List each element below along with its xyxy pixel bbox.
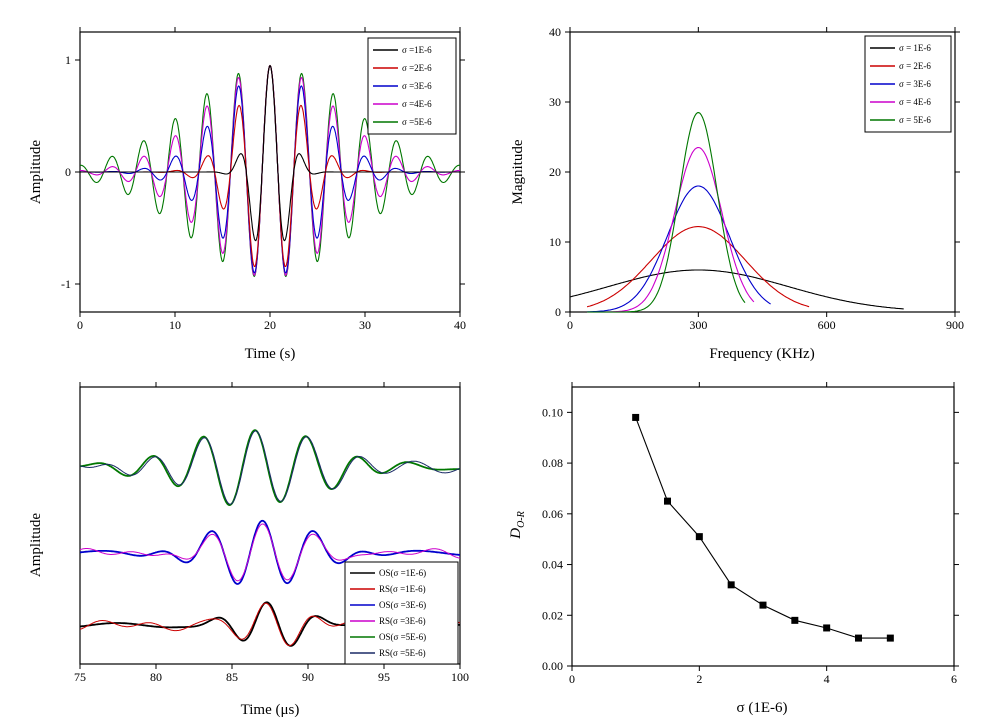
x-tick-label: 2 <box>696 672 702 686</box>
panel-distance: 0 2 4 6 0.00 0.02 0.04 0.06 0.08 0.10 σ (1E-6) DO… <box>508 382 959 716</box>
panel-spectrum-ylabel: Magnitude <box>510 139 526 204</box>
panel-distance-xlabel: σ (1E-6) <box>737 700 788 716</box>
x-tick-label: 75 <box>74 670 86 684</box>
panel-wave-time-series <box>79 64 461 278</box>
panel-waveform-compare-legend: OS(σ =1E-6) RS(σ =1E-6) OS(σ =3E-6) RS(σ =3… <box>344 561 459 665</box>
panel-wave-time-ylabel: Amplitude <box>28 140 44 205</box>
legend-label: σ =5E-6 <box>402 117 432 127</box>
legend-label: σ =3E-6 <box>402 81 432 91</box>
panel-spectrum-xlabel: Frequency (KHz) <box>709 346 814 362</box>
y-tick-label: 20 <box>549 165 561 179</box>
legend-label: σ = 5E-6 <box>899 115 931 125</box>
legend-label: σ =4E-6 <box>402 99 432 109</box>
panel-waveform-compare-xlabel: Time (μs) <box>241 702 300 718</box>
series-line <box>587 185 771 313</box>
legend-label: σ = 4E-6 <box>899 97 931 107</box>
legend-label: RS(σ =5E-6) <box>379 648 426 658</box>
y-tick-label: 10 <box>549 235 561 249</box>
data-point <box>664 497 671 505</box>
panel-wave-time-ticks: 0 10 20 30 40 -1 0 1 <box>61 27 466 332</box>
panel-spectrum: 0 300 600 900 0 10 20 30 40 Frequency (KHz) Magn… <box>510 25 964 362</box>
data-point <box>886 634 894 642</box>
x-tick-label: 100 <box>451 670 469 684</box>
data-point <box>695 533 703 541</box>
y-tick-label: 0 <box>555 305 561 319</box>
legend-label: σ =1E-6 <box>402 45 432 55</box>
panel-waveform-compare-series <box>79 429 461 647</box>
panel-distance-frame <box>571 386 955 667</box>
panel-wave-time-xlabel: Time (s) <box>245 346 296 362</box>
y-tick-label: 30 <box>549 95 561 109</box>
legend-label: σ =2E-6 <box>402 63 432 73</box>
legend-label: OS(σ =1E-6) <box>379 568 426 578</box>
y-tick-label: 0 <box>65 165 71 179</box>
x-tick-label: 20 <box>264 318 276 332</box>
legend-label: σ = 3E-6 <box>899 79 931 89</box>
x-tick-label: 0 <box>567 318 573 332</box>
y-tick-label: 0.10 <box>542 405 563 419</box>
data-point <box>823 624 831 632</box>
legend-label: OS(σ =3E-6) <box>379 600 426 610</box>
legend-box <box>344 561 459 665</box>
data-point <box>855 634 862 642</box>
y-tick-label: 0.00 <box>542 659 563 673</box>
x-tick-label: 40 <box>454 318 466 332</box>
legend-label: RS(σ =3E-6) <box>379 616 426 626</box>
x-tick-label: 85 <box>226 670 238 684</box>
series-line <box>587 146 755 313</box>
data-point <box>727 581 735 589</box>
legend-label: RS(σ =1E-6) <box>379 584 426 594</box>
series-line <box>587 112 746 313</box>
legend-label: OS(σ =5E-6) <box>379 632 426 642</box>
panel-distance-ticks: 0 2 4 6 0.00 0.02 0.04 0.06 0.08 0.10 <box>542 382 959 686</box>
x-tick-label: 95 <box>378 670 390 684</box>
x-tick-label: 0 <box>77 318 83 332</box>
y-tick-label: 0.02 <box>542 608 563 622</box>
series-line <box>80 429 460 507</box>
series-line <box>80 64 460 242</box>
y-tick-label: -1 <box>61 277 71 291</box>
y-tick-label: 1 <box>65 53 71 67</box>
legend-label: σ = 1E-6 <box>899 43 931 53</box>
data-point <box>791 616 799 624</box>
series-line <box>79 430 461 505</box>
x-tick-label: 300 <box>689 318 707 332</box>
panel-waveform-compare-ylabel: Amplitude <box>28 513 44 578</box>
legend-label: σ = 2E-6 <box>899 61 931 71</box>
y-tick-label: 0.04 <box>542 558 563 572</box>
panel-distance-ylabel-main: D <box>508 528 524 540</box>
x-tick-label: 80 <box>150 670 162 684</box>
data-point <box>632 413 640 421</box>
y-tick-label: 0.06 <box>542 507 563 521</box>
panel-waveform-compare-frame <box>79 386 461 665</box>
panel-spectrum-series <box>569 112 904 313</box>
x-tick-label: 900 <box>946 318 964 332</box>
panel-spectrum-legend: σ = 1E-6 σ = 2E-6 σ = 3E-6 σ = 4E-6 σ = 5E-6 <box>864 35 952 133</box>
panel-spectrum-ticks: 0 300 600 900 0 10 20 30 40 <box>549 25 964 332</box>
x-tick-label: 90 <box>302 670 314 684</box>
panel-distance-ylabel: DO-R <box>508 511 527 540</box>
panel-wave-time: 0 10 20 30 40 -1 0 1 Time (s) Amplitude σ =1E-6… <box>28 27 466 362</box>
x-tick-label: 6 <box>951 672 957 686</box>
x-tick-label: 30 <box>359 318 371 332</box>
panel-distance-series <box>632 413 894 642</box>
y-tick-label: 40 <box>549 25 561 39</box>
data-point <box>759 601 767 609</box>
x-tick-label: 0 <box>569 672 575 686</box>
panel-wave-time-legend: σ =1E-6 σ =2E-6 σ =3E-6 σ =4E-6 σ =5E-6 <box>367 37 457 135</box>
x-tick-label: 600 <box>818 318 836 332</box>
x-tick-label: 4 <box>824 672 830 686</box>
panel-distance-ylabel-sub: O-R <box>516 511 527 528</box>
y-tick-label: 0.08 <box>542 456 563 470</box>
series-line <box>79 523 461 582</box>
panel-waveform-compare: 75 80 85 90 95 100 Time (μs) Amplitude OS(σ =… <box>28 382 469 718</box>
panel-waveform-compare-ticks: 75 80 85 90 95 100 <box>74 382 469 684</box>
x-tick-label: 10 <box>169 318 181 332</box>
series-line <box>569 269 904 310</box>
series-line <box>586 226 810 308</box>
